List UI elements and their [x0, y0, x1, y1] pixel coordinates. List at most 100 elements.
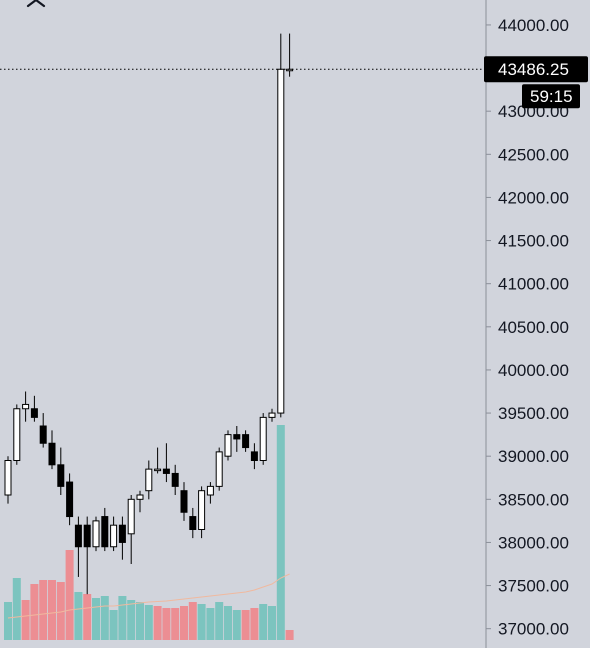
- candle: [136, 490, 144, 513]
- candle: [48, 430, 56, 470]
- candle: [259, 413, 267, 465]
- candle-body: [92, 520, 100, 548]
- candle: [171, 464, 179, 495]
- candle: [250, 443, 258, 470]
- volume-bar: [162, 608, 171, 640]
- y-tick-label: 37000.00: [498, 620, 569, 639]
- price-badge-value: 43486.25: [498, 60, 569, 79]
- candle: [224, 430, 232, 461]
- candle-body: [127, 498, 135, 535]
- volume-bar: [30, 584, 39, 640]
- y-tick-label: 38000.00: [498, 533, 569, 552]
- candle-body: [30, 408, 38, 418]
- price-axis[interactable]: 44000.0043500.0043000.0042500.0042000.00…: [485, 0, 569, 648]
- candle-body: [39, 425, 47, 444]
- candle-body: [189, 516, 197, 530]
- candle: [145, 460, 153, 500]
- candle-body: [171, 472, 179, 487]
- volume-bar: [12, 578, 21, 640]
- volume-bar: [127, 600, 136, 640]
- volume-bar: [180, 606, 188, 640]
- candle: [101, 507, 109, 552]
- candle: [22, 391, 30, 422]
- candle: [286, 33, 294, 77]
- volume-bar: [83, 594, 92, 640]
- candle-body: [22, 403, 30, 410]
- candle-body: [206, 485, 214, 496]
- y-tick-label: 40500.00: [498, 318, 569, 337]
- y-tick-label: 39000.00: [498, 447, 569, 466]
- volume-bar: [109, 610, 118, 640]
- candle-body: [233, 434, 241, 440]
- candles-layer: [4, 33, 294, 595]
- volume-bar: [100, 596, 109, 640]
- candle-body: [154, 468, 162, 472]
- volume-bar: [153, 606, 162, 640]
- volume-bar: [39, 580, 48, 640]
- candle: [268, 408, 276, 422]
- volume-bar: [56, 582, 65, 640]
- volume-bar: [171, 608, 180, 640]
- volume-bar: [118, 596, 127, 640]
- candle-body: [198, 490, 206, 530]
- volume-bar: [206, 608, 215, 640]
- candle: [4, 456, 12, 504]
- volume-bar: [136, 602, 144, 640]
- candle: [242, 430, 250, 452]
- candle-body: [145, 468, 153, 492]
- candle: [233, 426, 241, 452]
- close-icon[interactable]: [26, 0, 46, 8]
- volume-bar: [285, 630, 294, 640]
- candle: [66, 473, 74, 526]
- y-tick-label: 41500.00: [498, 232, 569, 251]
- candle: [180, 482, 188, 521]
- volume-bar: [250, 608, 259, 640]
- candle: [118, 516, 126, 560]
- candle-body: [66, 481, 74, 518]
- candle-body: [13, 408, 21, 461]
- candle-body: [242, 434, 250, 449]
- candle-body: [4, 460, 12, 496]
- candle-body: [215, 451, 223, 487]
- candle: [206, 482, 214, 504]
- candle-body: [250, 451, 258, 461]
- countdown-value: 59:15: [530, 87, 573, 106]
- volume-layer: [4, 425, 294, 640]
- y-tick-label: 38500.00: [498, 490, 569, 509]
- candle-body: [268, 412, 276, 418]
- volume-bar: [92, 598, 100, 640]
- candle-body: [277, 68, 285, 414]
- candle: [74, 516, 82, 577]
- candle: [198, 486, 206, 539]
- candle-body: [224, 434, 232, 457]
- toolbar-icons[interactable]: [26, 0, 46, 8]
- volume-bar: [65, 550, 74, 640]
- price-badge-box: [484, 56, 588, 83]
- candle: [277, 33, 285, 418]
- candle-body: [259, 416, 267, 461]
- volume-bar: [188, 602, 197, 640]
- volume-bar: [276, 425, 285, 640]
- candle: [30, 395, 38, 422]
- y-tick-label: 44000.00: [498, 16, 569, 35]
- candle-body: [48, 442, 56, 466]
- volume-bar: [21, 600, 30, 640]
- candle-body: [118, 524, 126, 543]
- volume-bar: [197, 604, 206, 640]
- volume-ma-line: [7, 573, 290, 619]
- volume-bar: [232, 610, 241, 640]
- y-tick-label: 37500.00: [498, 577, 569, 596]
- candle-body: [162, 468, 170, 474]
- volume-bar: [268, 606, 276, 640]
- candle: [189, 507, 197, 539]
- y-tick-label: 42500.00: [498, 145, 569, 164]
- volume-bar: [74, 592, 83, 640]
- volume-bar: [4, 602, 12, 640]
- volume-bar: [224, 606, 232, 640]
- volume-bar: [259, 604, 268, 640]
- volume-bar: [48, 580, 56, 640]
- candle-body: [136, 494, 144, 500]
- candle: [39, 413, 47, 448]
